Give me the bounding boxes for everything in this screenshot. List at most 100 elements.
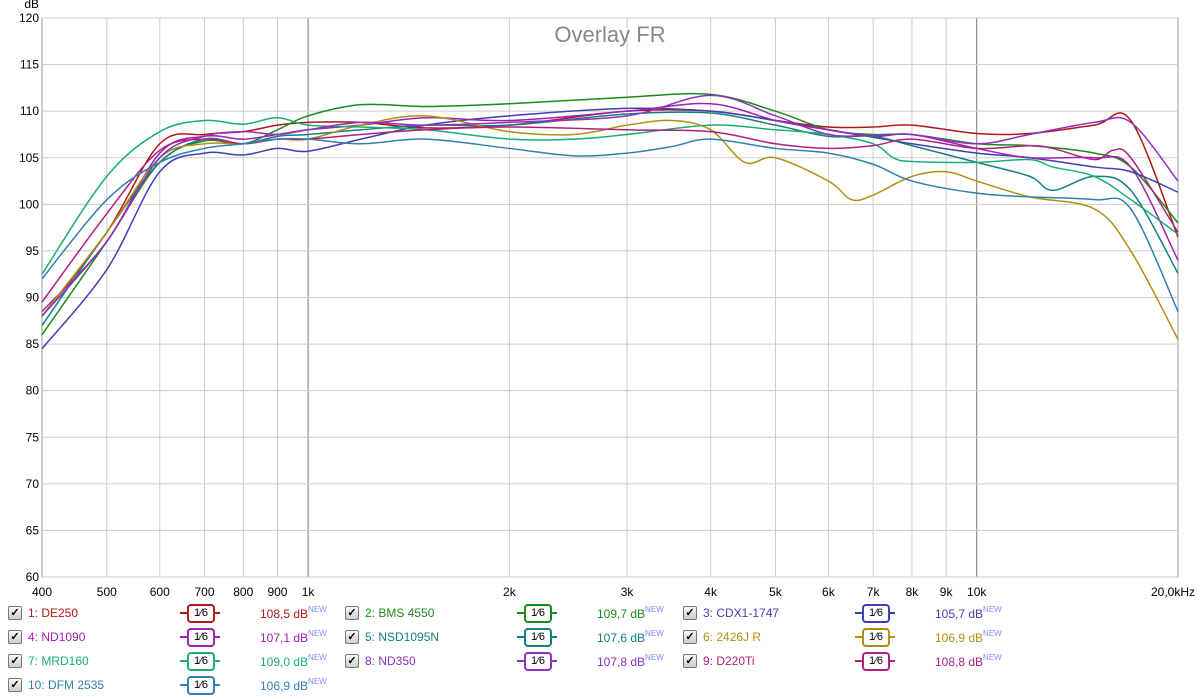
x-tick-label: 400 (32, 585, 52, 599)
visibility-checkbox[interactable]: ✓ (8, 606, 22, 620)
smoothing-label: 1⁄6 (187, 652, 215, 671)
x-tick-label: 7k (867, 585, 881, 599)
level-value: 105,7 dB (935, 607, 984, 621)
series-level: 109,0 dBNEW (260, 653, 327, 669)
smoothing-button[interactable]: 1⁄6 (180, 652, 220, 671)
smoothing-button[interactable]: 1⁄6 (855, 604, 895, 623)
y-tick-label: 80 (26, 384, 40, 398)
smoothing-button[interactable]: 1⁄6 (855, 628, 895, 647)
series-name: 3: CDX1-1747 (703, 606, 780, 620)
y-tick-label: 100 (19, 197, 39, 211)
visibility-checkbox[interactable]: ✓ (8, 678, 22, 692)
x-tick-label: 5k (769, 585, 783, 599)
x-tick-label: 1k (302, 585, 316, 599)
y-tick-label: 120 (19, 11, 39, 25)
x-tick-label: 3k (621, 585, 635, 599)
new-tag: NEW (983, 629, 1002, 638)
level-value: 108,5 dB (260, 607, 309, 621)
level-value: 106,9 dB (935, 631, 984, 645)
visibility-checkbox[interactable]: ✓ (8, 654, 22, 668)
series-name: 9: D220Ti (703, 654, 755, 668)
y-tick-label: 70 (26, 477, 40, 491)
series-name: 10: DFM 2535 (28, 678, 105, 692)
level-value: 107,8 dB (597, 655, 646, 669)
series-level: 108,5 dBNEW (260, 605, 327, 621)
new-tag: NEW (308, 653, 327, 662)
y-tick-label: 110 (20, 104, 39, 118)
series-line-2 (41, 92, 1179, 336)
smoothing-button[interactable]: 1⁄6 (180, 628, 220, 647)
series-level: 108,8 dBNEW (935, 653, 1002, 669)
series-line-3 (41, 107, 1179, 350)
smoothing-label: 1⁄6 (187, 604, 215, 623)
x-tick-label: 2k (503, 585, 517, 599)
series-name: 6: 2426J R (703, 630, 762, 644)
new-tag: NEW (308, 629, 327, 638)
series-level: 107,6 dBNEW (597, 629, 664, 645)
y-tick-label: 95 (26, 244, 40, 258)
x-tick-label: 800 (233, 585, 253, 599)
smoothing-label: 1⁄6 (187, 628, 215, 647)
x-tick-label: 10k (967, 585, 987, 599)
smoothing-label: 1⁄6 (187, 676, 215, 695)
series-level: 106,9 dBNEW (260, 677, 327, 693)
series-name: 2: BMS 4550 (365, 606, 435, 620)
level-value: 106,9 dB (260, 679, 309, 693)
level-value: 109,0 dB (260, 655, 309, 669)
x-tick-label: 900 (267, 585, 287, 599)
level-value: 107,6 dB (597, 631, 646, 645)
smoothing-button[interactable]: 1⁄6 (180, 676, 220, 695)
y-tick-label: 60 (26, 570, 40, 584)
new-tag: NEW (645, 653, 664, 662)
smoothing-button[interactable]: 1⁄6 (517, 628, 557, 647)
y-tick-label: 115 (20, 58, 39, 72)
frequency-response-chart: 60 65 70 75 80 85 90 95 100 105 110 115 120 400 500 600… (19, 0, 1195, 599)
series-name: 8: ND350 (365, 654, 416, 668)
series-name: 5: NSD1095N (365, 630, 440, 644)
smoothing-button[interactable]: 1⁄6 (517, 604, 557, 623)
y-tick-label: 75 (26, 430, 40, 444)
new-tag: NEW (983, 653, 1002, 662)
level-value: 107,1 dB (260, 631, 309, 645)
new-tag: NEW (308, 677, 327, 686)
smoothing-button[interactable]: 1⁄6 (517, 652, 557, 671)
series-line-7 (41, 116, 1179, 275)
x-tick-label: 20,0kHz (1151, 585, 1195, 599)
series-level: 107,8 dBNEW (597, 653, 664, 669)
visibility-checkbox[interactable]: ✓ (345, 630, 359, 644)
x-tick-label: 9k (940, 585, 954, 599)
visibility-checkbox[interactable]: ✓ (345, 654, 359, 668)
smoothing-label: 1⁄6 (862, 652, 890, 671)
series-level: 107,1 dBNEW (260, 629, 327, 645)
new-tag: NEW (983, 605, 1002, 614)
visibility-checkbox[interactable]: ✓ (683, 606, 697, 620)
series-level: 106,9 dBNEW (935, 629, 1002, 645)
smoothing-label: 1⁄6 (524, 604, 552, 623)
series-name: 1: DE250 (28, 606, 79, 620)
y-tick-label: 85 (26, 337, 40, 351)
x-tick-label: 8k (906, 585, 920, 599)
smoothing-label: 1⁄6 (524, 652, 552, 671)
smoothing-label: 1⁄6 (862, 604, 890, 623)
visibility-checkbox[interactable]: ✓ (683, 630, 697, 644)
series-line-8 (41, 94, 1179, 317)
visibility-checkbox[interactable]: ✓ (8, 630, 22, 644)
series-name: 4: ND1090 (28, 630, 86, 644)
visibility-checkbox[interactable]: ✓ (345, 606, 359, 620)
series-line-10 (41, 137, 1179, 312)
smoothing-button[interactable]: 1⁄6 (180, 604, 220, 623)
new-tag: NEW (645, 629, 664, 638)
visibility-checkbox[interactable]: ✓ (683, 654, 697, 668)
x-tick-label: 600 (150, 585, 170, 599)
smoothing-button[interactable]: 1⁄6 (855, 652, 895, 671)
series-line-9 (41, 126, 1179, 303)
y-tick-label: 105 (19, 151, 39, 165)
smoothing-label: 1⁄6 (862, 628, 890, 647)
level-value: 108,8 dB (935, 655, 984, 669)
x-tick-label: 6k (822, 585, 836, 599)
series-level: 105,7 dBNEW (935, 605, 1002, 621)
series-level: 109,7 dBNEW (597, 605, 664, 621)
y-tick-label: 65 (26, 523, 40, 537)
level-value: 109,7 dB (597, 607, 646, 621)
y-tick-label: 90 (26, 291, 40, 305)
